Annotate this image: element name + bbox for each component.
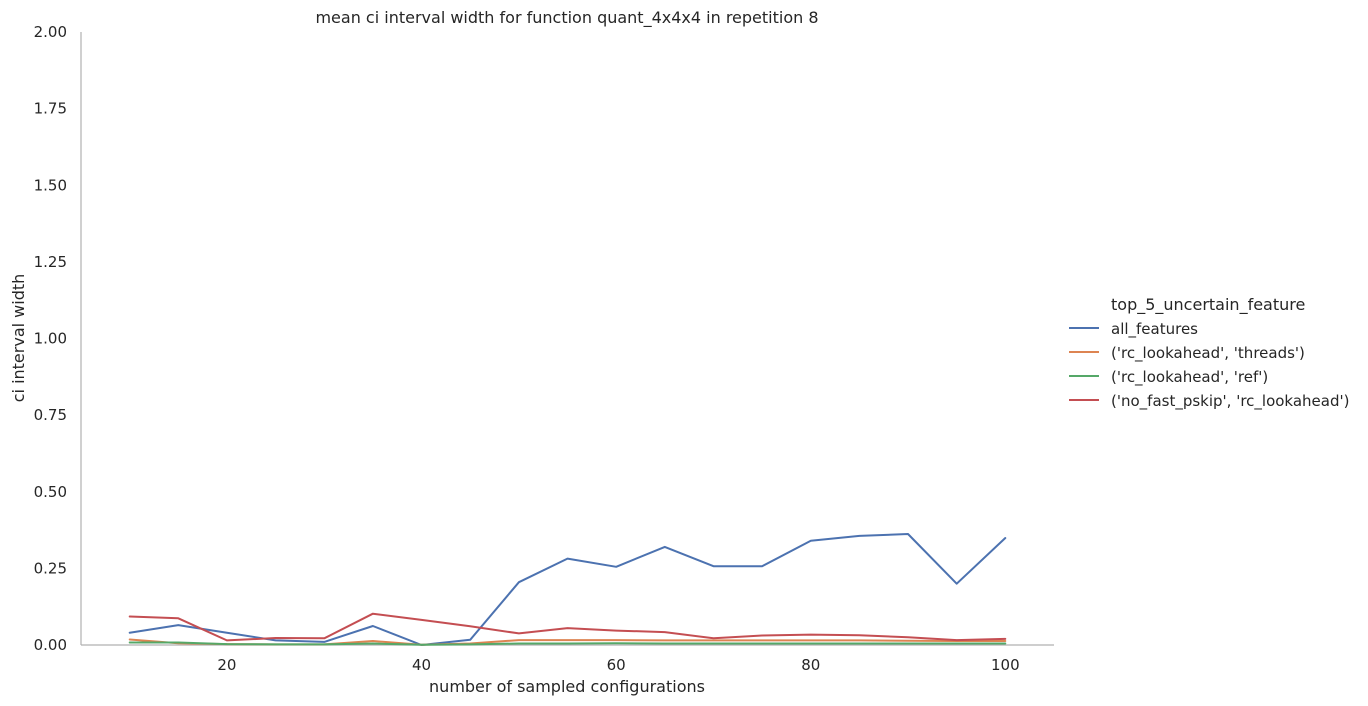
x-tick-label: 20 — [217, 656, 236, 674]
series-lines — [128, 533, 1007, 646]
legend-label: ('rc_lookahead', 'ref') — [1111, 368, 1268, 387]
y-tick-label: 1.00 — [34, 330, 67, 348]
y-tick-label: 0.00 — [34, 636, 67, 654]
y-tick-label: 0.25 — [34, 559, 67, 577]
chart-title: mean ci interval width for function quan… — [315, 8, 818, 28]
x-tick-label: 40 — [412, 656, 431, 674]
series-line-rc-lookahead-ref — [128, 641, 1007, 646]
x-tick-label: 60 — [607, 656, 626, 674]
legend-items: all_features ('rc_lookahead', 'threads') (… — [1069, 320, 1349, 411]
series-line-no-fast-pskip-rc-lookahead — [128, 612, 1007, 642]
legend: top_5_uncertain_feature all_features ('rc… — [1069, 295, 1349, 411]
y-tick-labels: 0.00 0.25 0.50 0.75 1.00 1.25 1.50 1.75 2.00 — [34, 23, 67, 654]
y-axis-label: ci interval width — [9, 274, 28, 403]
y-tick-label: 1.75 — [34, 100, 67, 118]
y-tick-label: 0.50 — [34, 483, 67, 501]
x-axis-label: number of sampled configurations — [429, 677, 705, 696]
x-tick-label: 80 — [801, 656, 820, 674]
y-tick-label: 1.50 — [34, 176, 67, 194]
legend-label: all_features — [1111, 320, 1198, 339]
axes — [80, 32, 1054, 646]
y-tick-label: 1.25 — [34, 253, 67, 271]
series-line-all-features — [128, 533, 1007, 646]
legend-title: top_5_uncertain_feature — [1111, 295, 1305, 315]
x-tick-labels: 20 40 60 80 100 — [217, 656, 1019, 674]
x-tick-label: 100 — [991, 656, 1020, 674]
legend-label: ('no_fast_pskip', 'rc_lookahead') — [1111, 392, 1349, 411]
y-tick-label: 0.75 — [34, 406, 67, 424]
legend-label: ('rc_lookahead', 'threads') — [1111, 344, 1305, 363]
y-tick-label: 2.00 — [34, 23, 67, 41]
